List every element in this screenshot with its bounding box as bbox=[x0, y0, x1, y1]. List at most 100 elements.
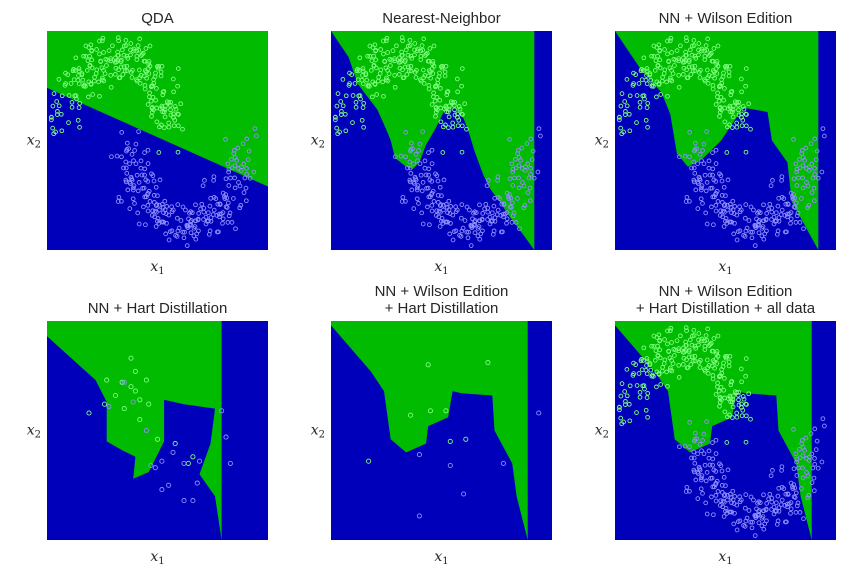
class-b-point bbox=[431, 199, 437, 204]
class-a-point bbox=[452, 99, 457, 105]
class-b-point bbox=[793, 490, 799, 496]
class-b-point bbox=[761, 236, 767, 242]
class-a-point bbox=[124, 53, 130, 59]
class-a-point bbox=[648, 367, 654, 373]
class-a-point bbox=[433, 105, 439, 111]
class-a-point bbox=[435, 80, 441, 86]
class-b-point bbox=[725, 202, 730, 208]
class-a-point bbox=[743, 356, 749, 361]
class-b-point bbox=[775, 518, 781, 524]
class-a-point bbox=[426, 68, 432, 73]
class-b-point bbox=[761, 202, 766, 208]
class-b-point bbox=[477, 236, 483, 242]
class-a-point bbox=[692, 358, 698, 364]
class-a-point bbox=[725, 124, 730, 130]
class-b-point bbox=[187, 210, 192, 216]
class-a-point bbox=[708, 340, 714, 346]
class-a-point bbox=[717, 105, 723, 111]
class-b-point bbox=[797, 510, 803, 515]
class-a-point bbox=[384, 35, 390, 41]
class-b-point bbox=[717, 171, 722, 177]
class-a-point bbox=[687, 337, 693, 343]
class-b-point bbox=[153, 224, 159, 229]
class-b-point bbox=[687, 444, 692, 450]
class-a-point bbox=[359, 117, 365, 123]
class-a-point bbox=[705, 36, 711, 42]
class-b-point bbox=[815, 175, 821, 181]
class-a-point bbox=[162, 125, 167, 130]
class-a-point bbox=[115, 35, 121, 40]
class-b-point bbox=[782, 229, 788, 235]
class-b-point bbox=[800, 475, 806, 481]
class-b-point bbox=[735, 519, 741, 524]
class-a-point bbox=[143, 377, 149, 383]
class-a-point bbox=[727, 103, 733, 109]
class-b-point bbox=[717, 461, 722, 467]
class-a-point bbox=[392, 72, 398, 78]
class-a-point bbox=[717, 395, 723, 401]
class-a-point bbox=[431, 94, 436, 100]
class-b-point bbox=[799, 441, 805, 446]
class-b-point bbox=[682, 443, 688, 449]
class-a-point bbox=[690, 68, 696, 74]
class-a-point bbox=[676, 58, 682, 64]
class-b-point bbox=[812, 166, 817, 171]
sample-points bbox=[366, 360, 542, 519]
class-a-point bbox=[347, 70, 352, 76]
class-b-point bbox=[822, 133, 827, 139]
class-a-point bbox=[641, 345, 647, 351]
class-a-point bbox=[149, 113, 154, 119]
class-b-point bbox=[228, 175, 233, 181]
class-b-point bbox=[819, 459, 825, 465]
class-b-point bbox=[129, 177, 135, 183]
class-b-point bbox=[799, 196, 804, 201]
class-a-point bbox=[50, 103, 56, 109]
class-a-point bbox=[712, 69, 717, 75]
class-a-point bbox=[713, 102, 719, 107]
class-b-point bbox=[723, 483, 728, 489]
class-b-point bbox=[748, 494, 754, 500]
class-b-point bbox=[403, 198, 408, 204]
class-b-point bbox=[812, 171, 818, 177]
class-a-point bbox=[710, 86, 716, 92]
class-b-point bbox=[710, 194, 716, 200]
class-a-point bbox=[99, 38, 105, 44]
class-a-point bbox=[128, 47, 133, 53]
class-a-point bbox=[722, 86, 727, 91]
class-a-point bbox=[360, 66, 366, 71]
class-b-point bbox=[521, 183, 527, 189]
class-b-point bbox=[795, 500, 801, 506]
class-a-point bbox=[686, 349, 692, 354]
class-b-point bbox=[710, 484, 716, 490]
class-a-point bbox=[124, 63, 130, 69]
class-a-point bbox=[154, 86, 159, 91]
class-a-point bbox=[59, 128, 65, 134]
class-a-point bbox=[170, 76, 176, 82]
class-b-point bbox=[687, 130, 693, 135]
class-a-point bbox=[643, 407, 649, 413]
class-a-point bbox=[688, 362, 694, 367]
class-b-point bbox=[436, 208, 442, 214]
class-b-point bbox=[781, 486, 787, 491]
class-a-point bbox=[178, 101, 184, 107]
class-a-point bbox=[708, 50, 714, 56]
class-b-point bbox=[237, 183, 243, 189]
class-b-point bbox=[235, 145, 241, 151]
class-a-point bbox=[408, 63, 414, 69]
class-b-point bbox=[164, 220, 169, 226]
class-a-point bbox=[736, 107, 741, 113]
class-b-point bbox=[106, 403, 112, 409]
class-a-point bbox=[158, 69, 164, 75]
class-a-point bbox=[717, 113, 722, 119]
class-b-point bbox=[691, 177, 697, 183]
class-b-point bbox=[704, 129, 709, 134]
class-b-point bbox=[767, 491, 773, 497]
class-b-point bbox=[215, 201, 221, 207]
class-a-point bbox=[147, 94, 152, 100]
class-b-point bbox=[480, 228, 485, 234]
panel-title: + Hart Distillation + all data bbox=[636, 300, 816, 317]
class-b-point bbox=[188, 230, 194, 236]
class-b-point bbox=[198, 206, 203, 212]
class-a-point bbox=[693, 56, 699, 61]
class-b-point bbox=[138, 165, 144, 171]
